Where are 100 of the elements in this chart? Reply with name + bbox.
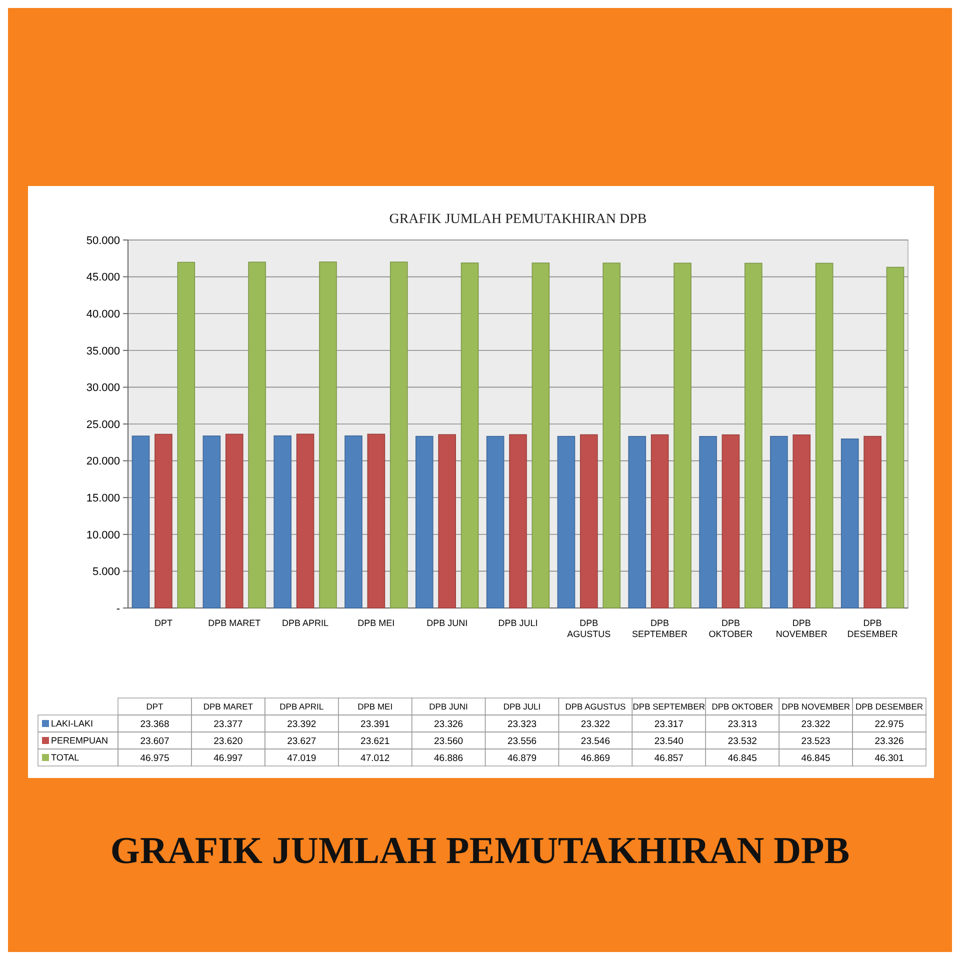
category-label: DPB JULI (503, 701, 541, 712)
bar (202, 436, 221, 608)
y-tick-label: 20.000 (86, 456, 120, 468)
bar (744, 262, 762, 608)
data-label: 23.322 (801, 718, 830, 730)
x-tick-label: DPB MEI (358, 618, 395, 628)
legend-label: TOTAL (51, 752, 80, 763)
x-tick-label: DPB NOVEMBER (776, 618, 828, 639)
data-label: 23.391 (360, 718, 390, 730)
bar (532, 262, 550, 608)
y-tick-label: 5.000 (92, 566, 120, 578)
category-label: DPB MARET (203, 701, 253, 712)
legend-label: PEREMPUAN (51, 736, 108, 746)
data-label: 23.368 (140, 718, 170, 730)
data-label: 23.523 (801, 736, 830, 747)
category-label: DPB NOVEMBER (782, 701, 850, 712)
x-tick-label: DPB OKTOBER (708, 618, 754, 639)
bar (367, 434, 386, 608)
bar (886, 266, 904, 608)
data-label: 23.326 (434, 718, 464, 730)
data-label: 46.869 (580, 752, 610, 764)
data-label: 23.546 (580, 736, 610, 747)
data-label: 23.627 (287, 736, 316, 747)
y-tick-label: 40.000 (86, 308, 120, 320)
category-label: DPB SEPTEMBER (632, 701, 706, 712)
data-label: 46.997 (214, 752, 243, 764)
bar (438, 434, 456, 608)
bar (864, 436, 882, 608)
bar (557, 436, 576, 608)
bar (674, 262, 692, 608)
x-tick-label: DPB JULI (498, 618, 538, 628)
bar (296, 434, 314, 608)
x-tick-label: DPB DESEMBER (847, 618, 898, 639)
data-label: 23.313 (728, 718, 757, 730)
bar (650, 434, 669, 608)
bar (722, 434, 740, 608)
bar (344, 435, 362, 608)
data-label: 23.326 (874, 736, 904, 747)
category-label: DPB OKTOBER (712, 701, 773, 712)
data-label: 46.845 (801, 752, 830, 764)
data-label: 23.621 (360, 736, 390, 747)
category-label: DPT (146, 701, 164, 712)
bar (699, 436, 717, 608)
data-label: 23.560 (434, 736, 464, 747)
data-label: 23.323 (507, 718, 537, 730)
bar (319, 262, 337, 608)
data-label: 23.317 (654, 718, 684, 730)
x-tick-label: DPB AGUSTUS (567, 618, 611, 639)
x-tick-label: DPB APRIL (282, 618, 329, 628)
data-label: 23.540 (654, 736, 684, 747)
bar (225, 434, 244, 608)
x-tick-label: DPB SEPTEMBER (632, 618, 688, 639)
bar (154, 434, 172, 608)
category-label: DPB APRIL (280, 701, 324, 712)
y-tick-label: - (116, 602, 120, 615)
bar (509, 434, 527, 608)
x-tick-label: DPB JUNI (426, 618, 468, 628)
y-tick-label: 15.000 (86, 492, 120, 504)
data-label: 47.019 (287, 752, 316, 764)
y-tick-label: 45.000 (86, 272, 120, 284)
legend-label: LAKI-LAKI (51, 718, 94, 729)
y-tick-label: 10.000 (86, 529, 120, 542)
category-label: DPB DESEMBER (856, 701, 924, 712)
y-tick-label: 30.000 (86, 382, 120, 394)
bar (177, 262, 196, 608)
text: GRAFIK JUMLAH PEMUTAKHIRAN DPB (110, 830, 850, 872)
data-label: 23.620 (214, 736, 243, 747)
data-label: 23.607 (140, 736, 170, 747)
data-label: 23.532 (728, 736, 757, 747)
data-label: 46.301 (874, 752, 904, 764)
x-tick-label: DPB MARET (208, 618, 262, 628)
bar (770, 436, 788, 608)
data-label: 22.975 (874, 718, 904, 730)
category-label: DPB AGUSTUS (565, 701, 626, 712)
data-label: 46.845 (728, 752, 757, 764)
data-label: 23.392 (287, 718, 316, 730)
data-label: 46.886 (434, 752, 464, 764)
y-tick-label: 35.000 (86, 345, 120, 358)
bar (390, 262, 408, 608)
data-label: 23.377 (214, 718, 243, 730)
bar (580, 434, 598, 608)
bar (840, 438, 859, 608)
bar (602, 262, 621, 608)
data-label: 23.556 (507, 736, 537, 747)
bar (792, 434, 811, 608)
data-label: 46.879 (507, 752, 537, 764)
data-label: 23.322 (580, 718, 610, 730)
chart-title: GRAFIK JUMLAH PEMUTAKHIRAN DPB (389, 212, 647, 227)
category-label: DPB MEI (358, 701, 393, 712)
x-tick-label: DPT (154, 618, 173, 628)
bar (274, 435, 292, 608)
y-tick-label: 50.000 (86, 234, 120, 247)
category-label: DPB JUNI (429, 701, 468, 712)
bar (486, 436, 504, 608)
y-tick-label: 25.000 (86, 418, 120, 431)
bar (815, 262, 834, 608)
bar (132, 436, 150, 608)
data-label: 46.975 (140, 752, 170, 764)
bar (628, 436, 646, 608)
bar (415, 436, 434, 608)
